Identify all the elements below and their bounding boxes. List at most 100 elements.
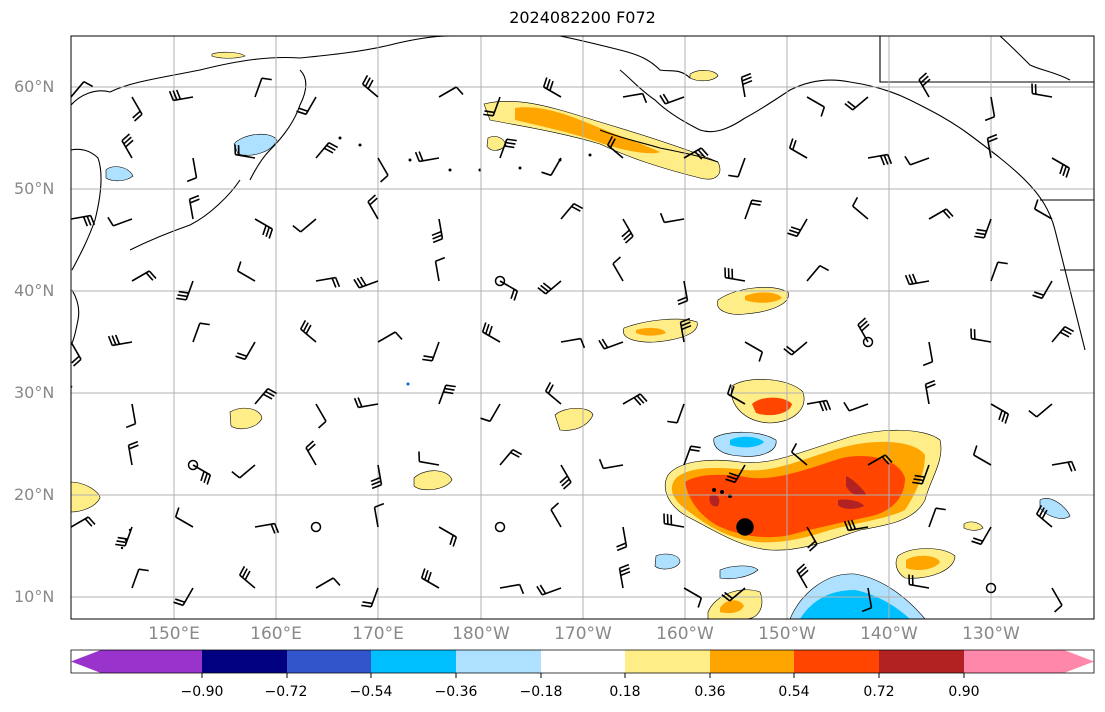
colorbar-tick-label: −0.18 bbox=[519, 684, 563, 700]
wind-barb bbox=[1033, 199, 1053, 220]
lat-label: 20°N bbox=[14, 485, 55, 504]
wind-barb bbox=[922, 341, 934, 367]
lat-label: 30°N bbox=[14, 383, 55, 402]
wind-barb bbox=[1051, 460, 1077, 472]
wind-barb bbox=[231, 464, 256, 479]
wind-barb bbox=[234, 144, 256, 159]
wind-barb bbox=[726, 384, 746, 405]
wind-barb bbox=[659, 93, 685, 105]
wind-barb bbox=[438, 526, 458, 547]
wind-barb bbox=[315, 276, 341, 288]
wind-barb bbox=[904, 155, 930, 166]
lat-lon-grid bbox=[71, 36, 1094, 619]
wind-barb bbox=[186, 157, 198, 183]
colorbar-segment bbox=[625, 650, 710, 673]
wind-barb bbox=[990, 261, 1008, 282]
wind-barb bbox=[904, 273, 930, 286]
wind-barb bbox=[292, 218, 317, 233]
wind-barb bbox=[606, 135, 624, 159]
wind-barb bbox=[544, 381, 562, 405]
wind-barb bbox=[127, 440, 139, 466]
wind-barb bbox=[107, 334, 133, 347]
wind-barb bbox=[71, 80, 94, 98]
colorbar-segment bbox=[964, 650, 1094, 673]
wind-barb bbox=[541, 157, 562, 177]
colorbar-segment bbox=[202, 650, 287, 673]
wind-barb bbox=[438, 86, 464, 98]
wind-barb bbox=[107, 216, 133, 227]
wind-barb bbox=[254, 522, 280, 534]
wind-barb bbox=[422, 341, 440, 362]
wind-barb bbox=[663, 513, 685, 528]
wind-barb bbox=[787, 218, 808, 238]
wind-barb bbox=[131, 568, 149, 589]
colorbar-tick-label: −0.54 bbox=[349, 684, 393, 700]
wind-barb bbox=[806, 264, 830, 282]
lat-label: 50°N bbox=[14, 179, 55, 198]
wind-barb bbox=[115, 526, 133, 547]
wind-barb bbox=[367, 194, 379, 220]
wind-barb bbox=[867, 454, 893, 466]
lat-label: 60°N bbox=[14, 77, 55, 96]
wind-barb bbox=[598, 458, 624, 470]
wind-barb bbox=[71, 214, 96, 227]
colorbar-segment bbox=[456, 650, 541, 673]
colorbar-tick-label: 0.18 bbox=[609, 684, 641, 700]
colorbar-tick-label: −0.90 bbox=[180, 684, 224, 700]
wind-barb bbox=[612, 256, 624, 282]
wind-barb bbox=[315, 403, 327, 429]
wind-barb bbox=[788, 138, 808, 159]
wind-barb bbox=[667, 403, 685, 424]
wind-barbs bbox=[71, 72, 1077, 613]
wind-barb bbox=[1031, 83, 1053, 98]
wind-barb bbox=[174, 507, 194, 528]
colorbar-segment bbox=[879, 650, 964, 673]
wind-barb bbox=[434, 256, 446, 282]
wind-barb bbox=[622, 92, 648, 104]
colorbar-segment bbox=[287, 650, 371, 673]
wind-barb bbox=[305, 440, 317, 466]
wind-barb bbox=[361, 74, 379, 98]
wind-barb bbox=[796, 563, 809, 589]
wind-barb bbox=[414, 151, 440, 163]
wind-barb bbox=[844, 96, 869, 111]
wind-barb bbox=[1051, 587, 1063, 613]
wind-barb bbox=[728, 157, 746, 178]
wind-barb bbox=[254, 387, 278, 405]
wind-barb bbox=[867, 153, 893, 166]
wind-barb bbox=[353, 276, 379, 289]
wind-barb bbox=[188, 194, 200, 220]
wind-barb bbox=[724, 267, 746, 282]
wind-barb bbox=[296, 96, 317, 116]
wind-barb bbox=[1051, 157, 1071, 178]
wind-barb bbox=[361, 587, 379, 608]
wind-barb bbox=[721, 587, 746, 602]
wind-barb bbox=[1051, 325, 1075, 343]
wind-barb bbox=[121, 133, 134, 159]
wind-barb bbox=[560, 202, 584, 220]
wind-barb bbox=[131, 96, 143, 122]
wind-barb bbox=[536, 584, 562, 596]
wind-barb bbox=[542, 77, 562, 98]
colorbar-tick-label: −0.36 bbox=[434, 684, 478, 700]
wind-barb bbox=[970, 328, 992, 343]
wind-barb bbox=[131, 270, 157, 282]
wind-barb bbox=[353, 397, 379, 409]
wind-barb bbox=[168, 89, 194, 102]
wind-barb bbox=[431, 218, 444, 244]
wind-barb bbox=[659, 212, 685, 224]
wind-barb bbox=[621, 218, 634, 244]
wind-barb bbox=[235, 341, 256, 361]
wind-barb bbox=[972, 445, 992, 466]
wind-barb bbox=[806, 96, 826, 117]
wind-barb bbox=[683, 445, 701, 466]
colorbar-segment bbox=[541, 650, 625, 673]
wind-barb bbox=[744, 341, 764, 362]
wind-barb bbox=[176, 280, 194, 301]
colorbar-segment bbox=[794, 650, 879, 673]
wind-barb bbox=[622, 393, 648, 406]
wind-barb bbox=[928, 208, 954, 220]
wind-barb bbox=[912, 464, 930, 485]
wind-barb bbox=[924, 379, 936, 405]
lon-label: 160°E bbox=[250, 624, 302, 644]
